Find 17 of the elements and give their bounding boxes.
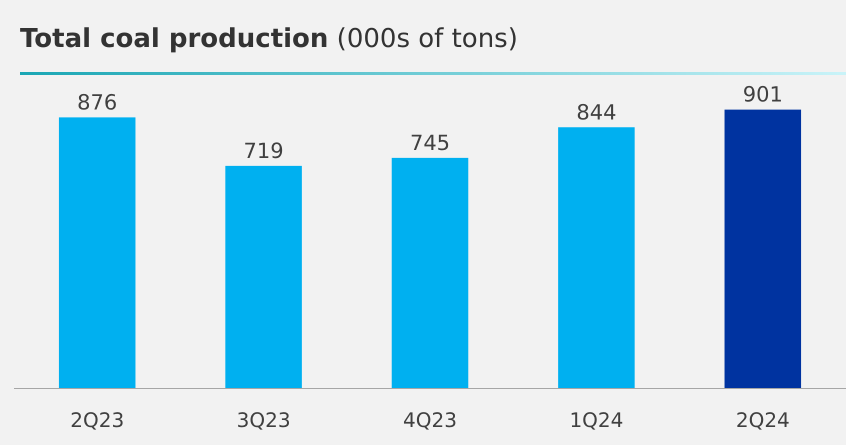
x-tick-label: 2Q24: [736, 408, 790, 432]
bar: [392, 158, 468, 388]
bar: [58, 117, 136, 388]
x-tick-label: 1Q24: [569, 408, 624, 432]
x-tick-label: 4Q23: [403, 408, 457, 432]
chart-subtitle: (000s of tons): [336, 24, 518, 54]
data-label: 745: [410, 130, 450, 155]
data-label: 876: [77, 90, 118, 114]
data-label: 719: [244, 138, 284, 163]
bar: [225, 166, 302, 388]
bar: [558, 127, 635, 388]
chart-title: Total coal production: [20, 24, 328, 54]
x-tick-label: 2Q23: [70, 408, 124, 432]
bar: [724, 110, 802, 388]
data-label: 901: [742, 82, 783, 107]
data-label: 844: [576, 100, 616, 124]
x-tick-label: 3Q23: [236, 408, 291, 432]
